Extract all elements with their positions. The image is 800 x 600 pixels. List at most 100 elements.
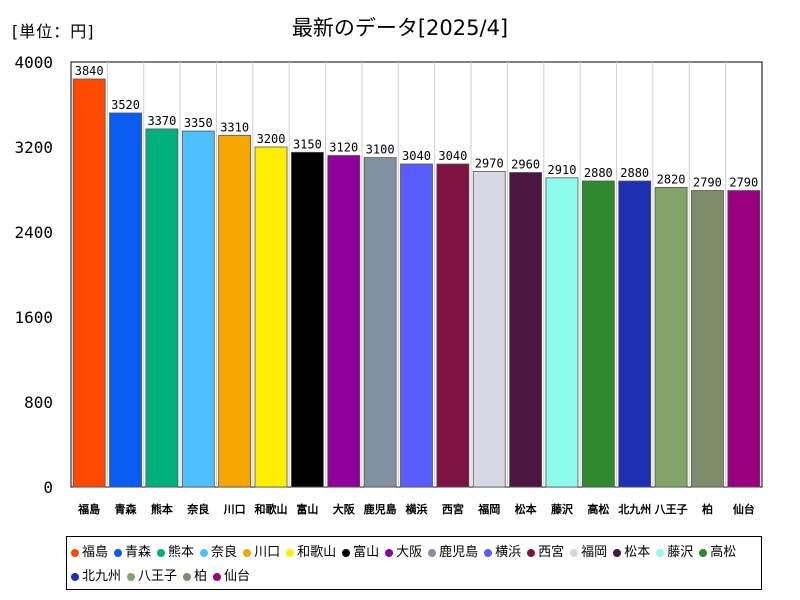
y-tick-label: 800: [24, 393, 53, 412]
legend-item: 福岡: [570, 541, 607, 565]
legend-item: 大阪: [385, 541, 422, 565]
legend-label: 西宮: [538, 545, 565, 560]
x-tick-label: 青森: [115, 502, 138, 516]
bar-福島: [72, 78, 106, 488]
legend-label: 横浜: [495, 545, 522, 560]
legend-label: 富山: [353, 545, 380, 560]
data-label: 3370: [147, 114, 176, 128]
data-label: 3310: [220, 120, 249, 134]
legend-item: 奈良: [200, 541, 237, 565]
x-tick-label: 福島: [77, 502, 100, 516]
x-tick-label: 富山: [296, 502, 318, 516]
legend-label: 仙台: [224, 569, 251, 584]
legend-item: 横浜: [484, 541, 521, 565]
legend-label: 松本: [624, 545, 651, 560]
x-tick-label: 高松: [587, 502, 609, 516]
bar-八王子: [654, 186, 688, 488]
x-tick-label: 奈良: [186, 502, 209, 516]
x-tick-label: 福岡: [477, 502, 500, 516]
bar-北九州: [618, 180, 652, 488]
data-label: 2960: [511, 158, 540, 172]
y-tick-label: 2400: [14, 223, 53, 242]
x-tick-label: 鹿児島: [364, 502, 397, 516]
legend-item: 松本: [613, 541, 650, 565]
legend-label: 福岡: [581, 545, 608, 560]
legend-marker-icon: [613, 549, 622, 557]
x-tick-label: 柏: [702, 502, 713, 516]
legend-label: 川口: [254, 545, 281, 560]
bar-仙台: [727, 190, 761, 488]
legend-item: 高松: [699, 541, 736, 565]
legend-label: 熊本: [168, 545, 195, 560]
data-label: 3100: [366, 143, 395, 157]
legend-marker-icon: [71, 573, 79, 581]
legend-item: 富山: [342, 541, 379, 565]
bar-西宮: [436, 163, 470, 488]
legend-marker-icon: [213, 573, 222, 581]
bar-大阪: [327, 155, 361, 488]
legend-marker-icon: [527, 549, 536, 557]
chart-title: 最新のデータ[2025/4]: [291, 16, 509, 40]
legend-item: 熊本: [157, 541, 194, 565]
data-label: 2880: [620, 166, 649, 180]
data-label: 2790: [729, 176, 758, 190]
data-label: 2970: [475, 156, 504, 170]
data-label: 2880: [584, 166, 613, 180]
legend-marker-icon: [71, 549, 79, 557]
data-label: 3040: [402, 149, 431, 163]
y-tick-label: 1600: [14, 308, 53, 327]
x-tick-label: 大阪: [333, 502, 356, 516]
legend-marker-icon: [200, 549, 209, 557]
legend-marker-icon: [570, 549, 579, 557]
legend-marker-icon: [484, 549, 493, 557]
bar-熊本: [145, 128, 179, 488]
legend-marker-icon: [157, 549, 166, 557]
legend-marker-icon: [243, 549, 252, 557]
bar-福岡: [472, 171, 506, 488]
x-tick-label: 横浜: [406, 502, 428, 516]
legend-label: 大阪: [396, 545, 423, 560]
legend-label: 高松: [710, 545, 737, 560]
bar-川口: [218, 134, 252, 488]
y-tick-label: 4000: [14, 53, 53, 72]
bar-横浜: [400, 163, 433, 488]
legend-marker-icon: [385, 549, 394, 557]
bar-鹿児島: [363, 157, 397, 488]
legend-marker-icon: [127, 573, 136, 581]
data-label: 2790: [693, 176, 722, 190]
legend-label: 福島: [82, 545, 109, 560]
legend-item: 西宮: [527, 541, 564, 565]
legend-marker-icon: [183, 573, 192, 581]
legend-item: 青森: [114, 541, 151, 565]
data-label: 3120: [329, 141, 358, 155]
bar-富山: [290, 151, 324, 488]
bar-藤沢: [545, 177, 579, 488]
chart-legend: 福島 青森 熊本 奈良 川口 和歌山 富山 大阪 鹿児島 横浜 西宮 福岡 松本 藤沢 高松 北九州 八王子 柏 仙…: [66, 536, 762, 590]
legend-label: 和歌山: [297, 545, 337, 560]
y-tick-label: 3200: [14, 138, 53, 157]
x-tick-label: 川口: [223, 503, 246, 516]
legend-item: 藤沢: [656, 541, 693, 565]
legend-label: 奈良: [211, 545, 238, 560]
bar-高松: [581, 180, 615, 488]
bar-青森: [109, 112, 142, 488]
bar-奈良: [181, 130, 215, 488]
data-label: 2910: [548, 163, 577, 177]
x-tick-label: 藤沢: [551, 502, 574, 516]
data-label: 2820: [657, 172, 686, 186]
bar-chart: 0 800 1600 2400 3200 4000 3840 福島 3520 青森 3370 熊本 33…: [14, 53, 763, 516]
legend-item: 北九州: [71, 565, 121, 589]
bar-柏: [691, 190, 724, 488]
legend-marker-icon: [286, 549, 295, 557]
legend-item: 川口: [243, 541, 280, 565]
legend-marker-icon: [656, 549, 665, 557]
x-tick-label: 熊本: [151, 502, 173, 516]
data-label: 3520: [111, 98, 140, 112]
legend-label: 北九州: [82, 569, 122, 584]
unit-label: [単位：円]: [12, 22, 95, 41]
legend-label: 鹿児島: [439, 545, 479, 560]
legend-label: 藤沢: [667, 545, 694, 560]
legend-item: 八王子: [127, 565, 177, 589]
legend-label: 青森: [125, 545, 152, 560]
x-tick-label: 松本: [515, 502, 537, 516]
